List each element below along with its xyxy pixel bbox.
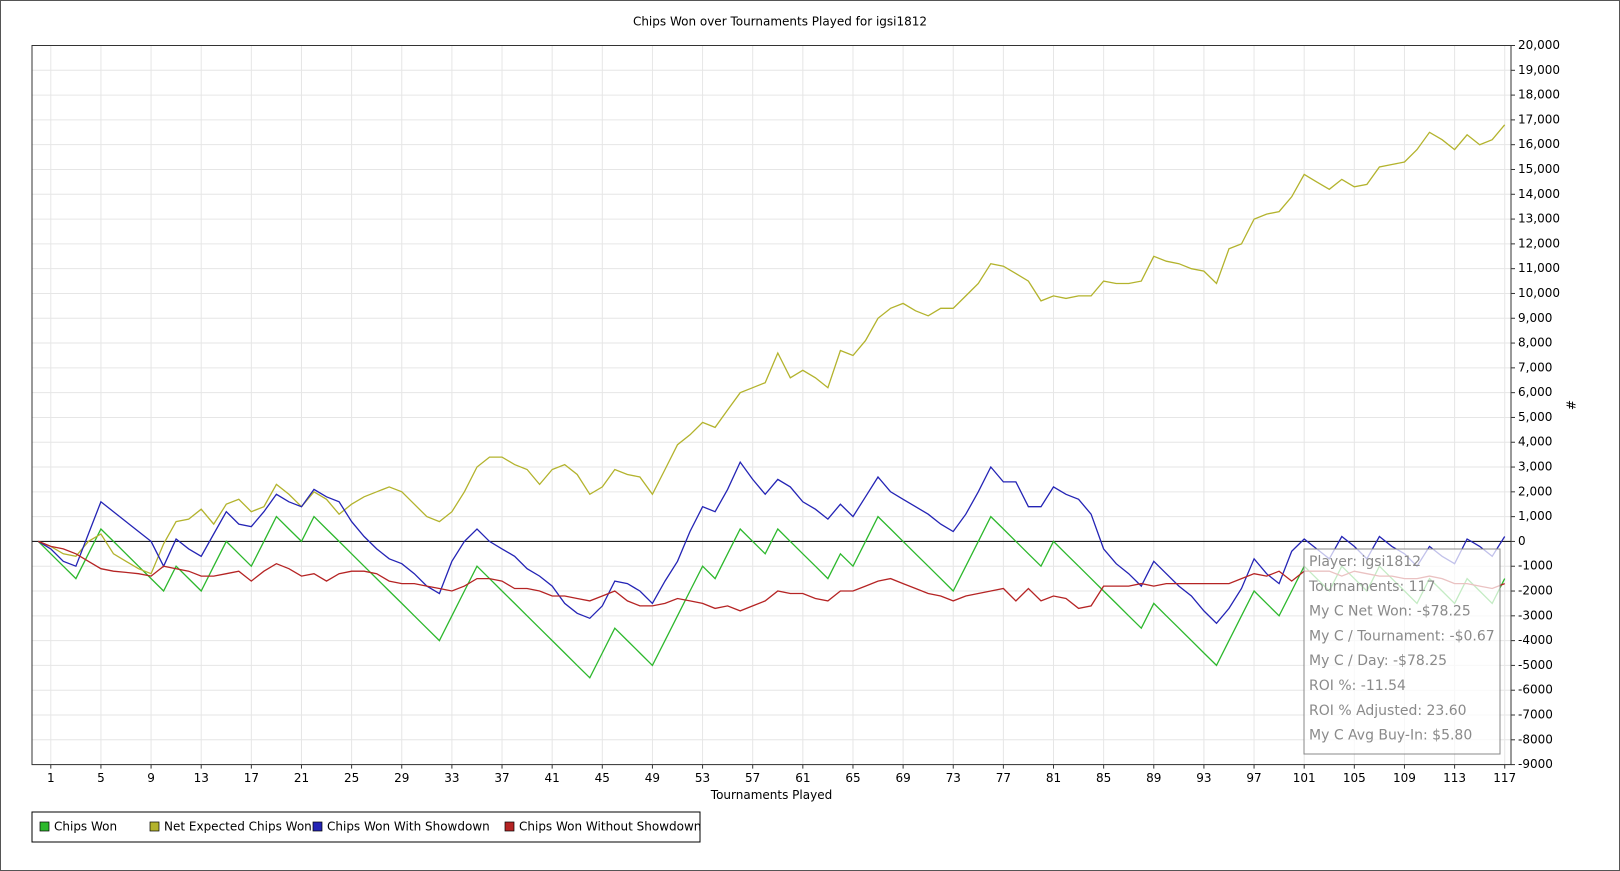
tooltip-line: My C Avg Buy-In: $5.80 — [1309, 728, 1472, 744]
y-tick-label: 4,000 — [1518, 435, 1552, 449]
y-tick-label: 14,000 — [1518, 187, 1560, 201]
tooltip-box — [1303, 548, 1501, 755]
legend — [31, 811, 701, 843]
y-tick-label: -2000 — [1518, 584, 1553, 598]
x-tick-label: 113 — [1443, 771, 1466, 785]
y-tick-label: -1000 — [1518, 559, 1553, 573]
x-tick-label: 57 — [745, 771, 760, 785]
x-tick-label: 13 — [194, 771, 209, 785]
tooltip-line: My C Net Won: -$78.25 — [1309, 604, 1471, 620]
tooltip-line: Tournaments: 117 — [1308, 579, 1435, 595]
series-line — [38, 124, 1506, 575]
y-tick-label: 1,000 — [1518, 509, 1552, 523]
chart-title: Chips Won over Tournaments Played for ig… — [633, 15, 927, 29]
plot-area — [32, 45, 1511, 765]
y-tick-label: 15,000 — [1518, 162, 1560, 176]
x-tick-label: 37 — [494, 771, 509, 785]
y-tick-label: 6,000 — [1518, 385, 1552, 399]
y-tick-label: 7,000 — [1518, 360, 1552, 374]
x-tick-label: 45 — [595, 771, 610, 785]
x-tick-label: 49 — [645, 771, 660, 785]
y-tick-label: -6000 — [1518, 683, 1553, 697]
y-tick-label: -8000 — [1518, 732, 1553, 746]
x-tick-label: 21 — [294, 771, 309, 785]
y-tick-label: 8,000 — [1518, 336, 1552, 350]
y-tick-label: 0 — [1518, 534, 1526, 548]
y-tick-label: 12,000 — [1518, 236, 1560, 250]
y-tick-label: 16,000 — [1518, 137, 1560, 151]
y-tick-label: 10,000 — [1518, 286, 1560, 300]
x-tick-label: 109 — [1393, 771, 1416, 785]
x-tick-label: 69 — [895, 771, 910, 785]
legend-swatch — [504, 821, 515, 832]
tooltip-line: My C / Tournament: -$0.67 — [1309, 628, 1495, 644]
tooltip-line: ROI %: -11.54 — [1309, 678, 1406, 694]
y-tick-label: 11,000 — [1518, 261, 1560, 275]
x-tick-label: 117 — [1493, 771, 1516, 785]
x-tick-label: 81 — [1046, 771, 1061, 785]
legend-label: Chips Won With Showdown — [327, 820, 490, 834]
legend-swatch — [312, 821, 323, 832]
legend-swatch — [149, 821, 160, 832]
x-tick-label: 5 — [97, 771, 105, 785]
x-tick-label: 85 — [1096, 771, 1111, 785]
x-tick-label: 77 — [996, 771, 1011, 785]
y-tick-label: 18,000 — [1518, 88, 1560, 102]
tooltip-line: My C / Day: -$78.25 — [1309, 653, 1447, 669]
x-tick-label: 73 — [946, 771, 961, 785]
x-tick-label: 93 — [1196, 771, 1211, 785]
y-tick-label: 19,000 — [1518, 63, 1560, 77]
x-tick-label: 1 — [47, 771, 55, 785]
y-tick-label: -7000 — [1518, 708, 1553, 722]
y-tick-label: 9,000 — [1518, 311, 1552, 325]
x-tick-label: 29 — [394, 771, 409, 785]
x-axis-label: Tournaments Played — [710, 788, 832, 802]
x-tick-label: 33 — [444, 771, 459, 785]
y-tick-label: 2,000 — [1518, 484, 1552, 498]
series-line — [37, 460, 1506, 625]
y-axis-label: # — [1564, 400, 1578, 410]
y-tick-label: -9000 — [1518, 757, 1553, 771]
y-tick-label: 13,000 — [1518, 212, 1560, 226]
y-tick-label: -4000 — [1518, 633, 1553, 647]
legend-swatch — [39, 821, 50, 832]
y-tick-label: 3,000 — [1518, 460, 1552, 474]
legend-label: Chips Won — [54, 820, 117, 834]
y-tick-label: 5,000 — [1518, 410, 1552, 424]
y-tick-label: -3000 — [1518, 608, 1553, 622]
series-line — [38, 540, 1505, 612]
x-tick-label: 17 — [244, 771, 259, 785]
x-tick-label: 97 — [1246, 771, 1261, 785]
x-tick-label: 53 — [695, 771, 710, 785]
x-tick-label: 9 — [147, 771, 155, 785]
y-tick-label: 20,000 — [1518, 38, 1560, 52]
tooltip-line: ROI % Adjusted: 23.60 — [1309, 703, 1467, 719]
plot-border — [31, 45, 1512, 766]
legend-label: Chips Won Without Showdown — [519, 820, 701, 834]
y-tick-label: -5000 — [1518, 658, 1553, 672]
tooltip-line: Player: igsi1812 — [1309, 554, 1421, 570]
x-tick-label: 25 — [344, 771, 359, 785]
x-tick-label: 65 — [845, 771, 860, 785]
series-line — [37, 515, 1506, 679]
x-tick-label: 89 — [1146, 771, 1161, 785]
x-tick-label: 101 — [1293, 771, 1316, 785]
y-tick-label: 17,000 — [1518, 112, 1560, 126]
legend-label: Net Expected Chips Won — [164, 820, 312, 834]
x-tick-label: 105 — [1343, 771, 1366, 785]
x-tick-label: 61 — [795, 771, 810, 785]
x-tick-label: 41 — [545, 771, 560, 785]
